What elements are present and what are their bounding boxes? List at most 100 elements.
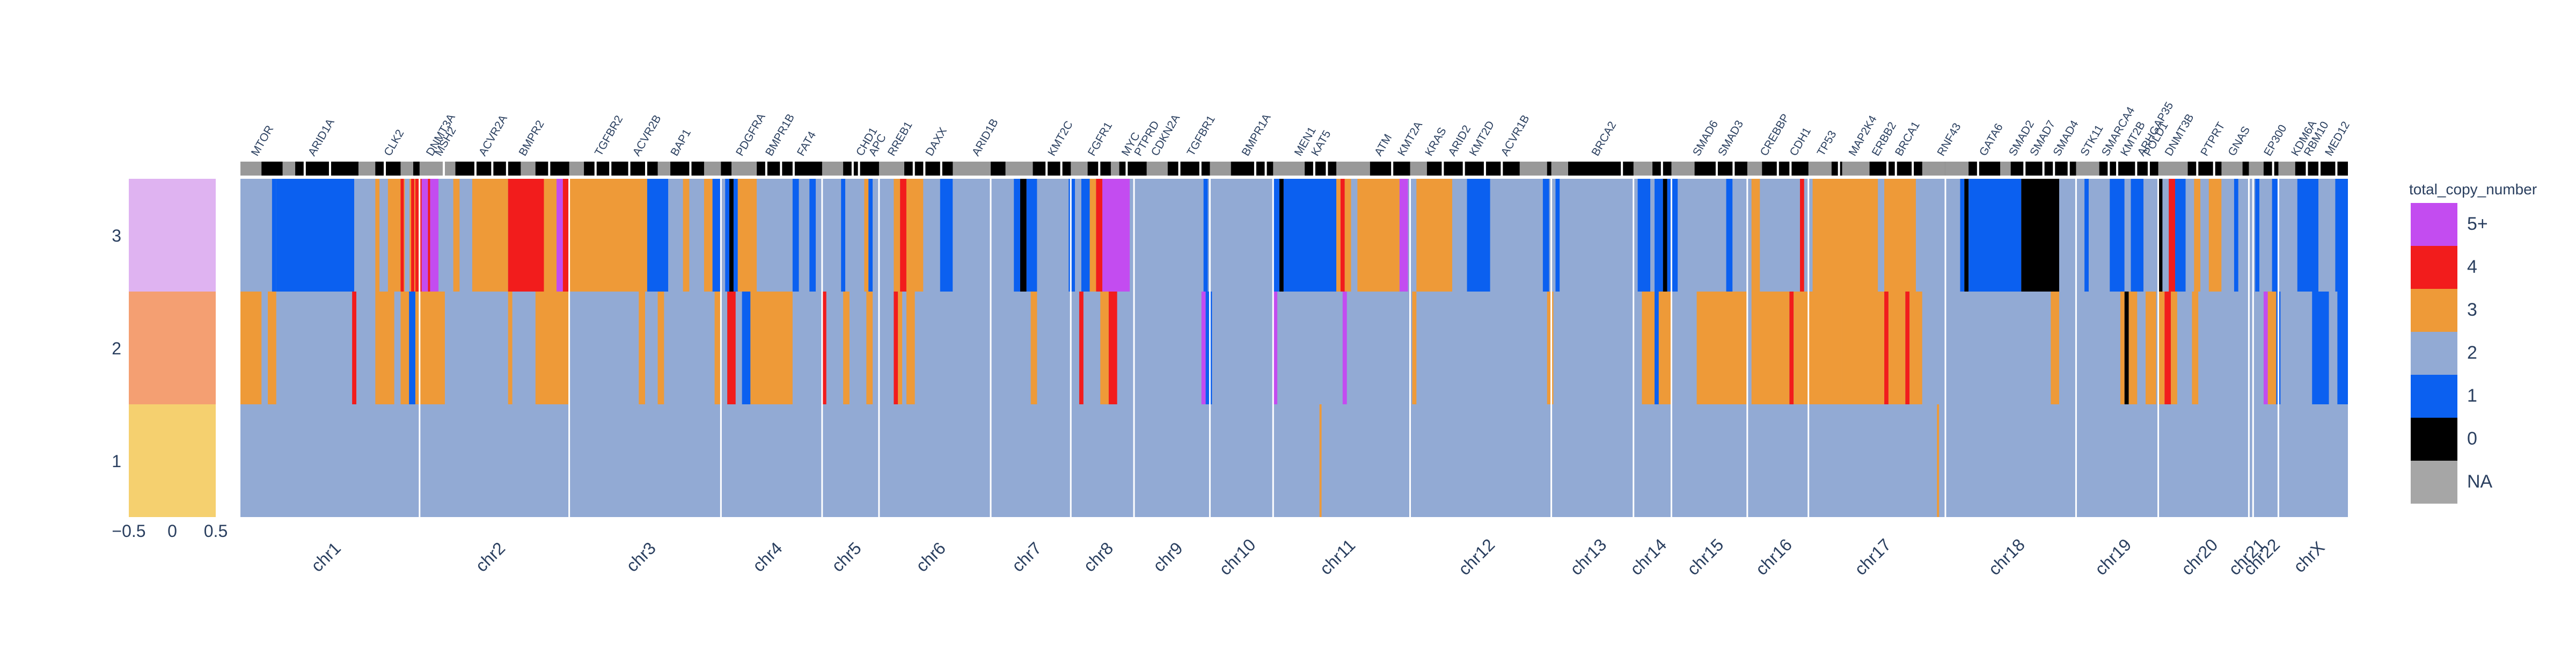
heatmap-cell (2088, 179, 2110, 292)
gene-track-divider (912, 162, 915, 176)
heatmap-cell (1089, 179, 1096, 292)
legend-swatch (2411, 203, 2457, 246)
chromosome-separator (821, 179, 823, 517)
gene-track-divider (2116, 162, 2119, 176)
chromosome-label: chr10 (1216, 535, 1260, 579)
heatmap-cell (1726, 179, 1733, 292)
chromosome-label: chr18 (1985, 535, 2029, 579)
gene-label: PTPRT (2198, 120, 2227, 158)
chromosome-separator (990, 179, 992, 517)
heatmap-cell (1201, 292, 1206, 404)
heatmap-cell (1273, 292, 1278, 404)
heatmap-cell (1100, 292, 1109, 404)
legend: total_copy_number 5+ 4 3 2 1 0 NA (2409, 181, 2537, 504)
heatmap-cell (1273, 179, 1280, 292)
heatmap-cell (375, 292, 394, 404)
chromosome-separator (1633, 179, 1635, 517)
gene-track-divider (2135, 162, 2138, 176)
gene-track-divider (645, 162, 647, 176)
heatmap-cell (2263, 292, 2268, 404)
gene-track-divider (1886, 162, 1889, 176)
heatmap-cell (1319, 404, 1322, 517)
gene-track-gray-segment (1146, 162, 1168, 176)
gene-track-divider (442, 162, 445, 176)
gene-label: RNF43 (1935, 121, 1963, 158)
gene-track-divider (1776, 162, 1779, 176)
heatmap-cell (2171, 292, 2177, 404)
heatmap-cell (2128, 292, 2138, 404)
heatmap-cell (735, 292, 742, 404)
heatmap-cell (1808, 292, 1842, 404)
gene-track-gray-segment (419, 162, 456, 176)
heatmap-cell (1696, 292, 1747, 404)
heatmap-cell (2131, 179, 2144, 292)
heatmap-cell (438, 179, 453, 292)
heatmap-cell (750, 292, 793, 404)
heatmap-cell (405, 179, 409, 292)
chromosome-label: chr16 (1752, 535, 1796, 579)
heatmap-cell (1799, 179, 1804, 292)
heatmap-cell (721, 179, 726, 292)
heatmap-cell (1751, 292, 1790, 404)
heatmap-cell (822, 292, 826, 404)
heatmap-cell (1108, 292, 1117, 404)
heatmap-cell (2192, 292, 2199, 404)
gene-track-gray-segment (240, 162, 262, 176)
chromosome-label: chr5 (828, 538, 865, 575)
heatmap-cell (453, 179, 460, 292)
heatmap-cell (1037, 179, 1069, 292)
gene-track-divider (2023, 162, 2026, 176)
heatmap-cell (2175, 179, 2186, 292)
heatmap-cell (639, 292, 645, 404)
heatmap-cell (714, 292, 721, 404)
heatmap-cell (1342, 292, 1347, 404)
legend-label: 5+ (2467, 214, 2488, 234)
heatmap-cell (1937, 404, 1940, 517)
sample-label-3: 3 (112, 226, 121, 245)
gene-track-gray-segment (1551, 162, 1569, 176)
heatmap-cell (1203, 179, 1208, 292)
chromosome-separators (419, 179, 2279, 517)
heatmap-cell (1878, 179, 1885, 292)
gene-track-divider (1838, 162, 1840, 176)
gene-track-divider (1912, 162, 1914, 176)
gene-track-gray-segment (1633, 162, 1653, 176)
heatmap-cell (725, 179, 730, 292)
sample-block-2 (129, 292, 216, 404)
gene-label: BMPR1B (763, 112, 797, 158)
heatmap-cell (1555, 179, 1560, 292)
chromosome-separator (878, 179, 880, 517)
gene-track-divider (2306, 162, 2308, 176)
heatmap-cell (421, 179, 428, 292)
heatmap-cell (727, 292, 736, 404)
gene-label: CREBBP (1758, 112, 1792, 158)
heatmap-cell (409, 292, 415, 404)
gene-track-gray-segment (2076, 162, 2099, 176)
heatmap-cell (544, 179, 557, 292)
heatmap-cell (2120, 292, 2125, 404)
heatmap-cell (868, 179, 873, 292)
heatmap-cell (809, 179, 816, 292)
heatmap-cell (1208, 179, 1274, 292)
heatmap-cell (1549, 179, 1556, 292)
gene-label: CLK2 (382, 128, 406, 158)
heatmap-cell (352, 292, 356, 404)
chromosome-separator (2248, 179, 2250, 517)
chromosome-label: chr7 (1008, 538, 1045, 575)
heatmap-cell (1340, 179, 1345, 292)
heatmap-cell (2297, 179, 2319, 292)
heatmap-cell (2143, 179, 2158, 292)
heatmap-cell (1964, 179, 1969, 292)
gene-track-gray-segment (358, 162, 376, 176)
chromosome-label: chr6 (912, 538, 949, 575)
heatmap-cell (792, 179, 799, 292)
heatmap-cell (1732, 179, 1752, 292)
heatmap-cell (472, 179, 508, 292)
heatmap-cell (411, 179, 414, 292)
heatmap-cell (1678, 179, 1726, 292)
heatmap-cell (1283, 179, 1337, 292)
heatmap-cell (1751, 179, 1760, 292)
heatmap-cell (1884, 179, 1916, 292)
chromosome-separator (1209, 179, 1211, 517)
